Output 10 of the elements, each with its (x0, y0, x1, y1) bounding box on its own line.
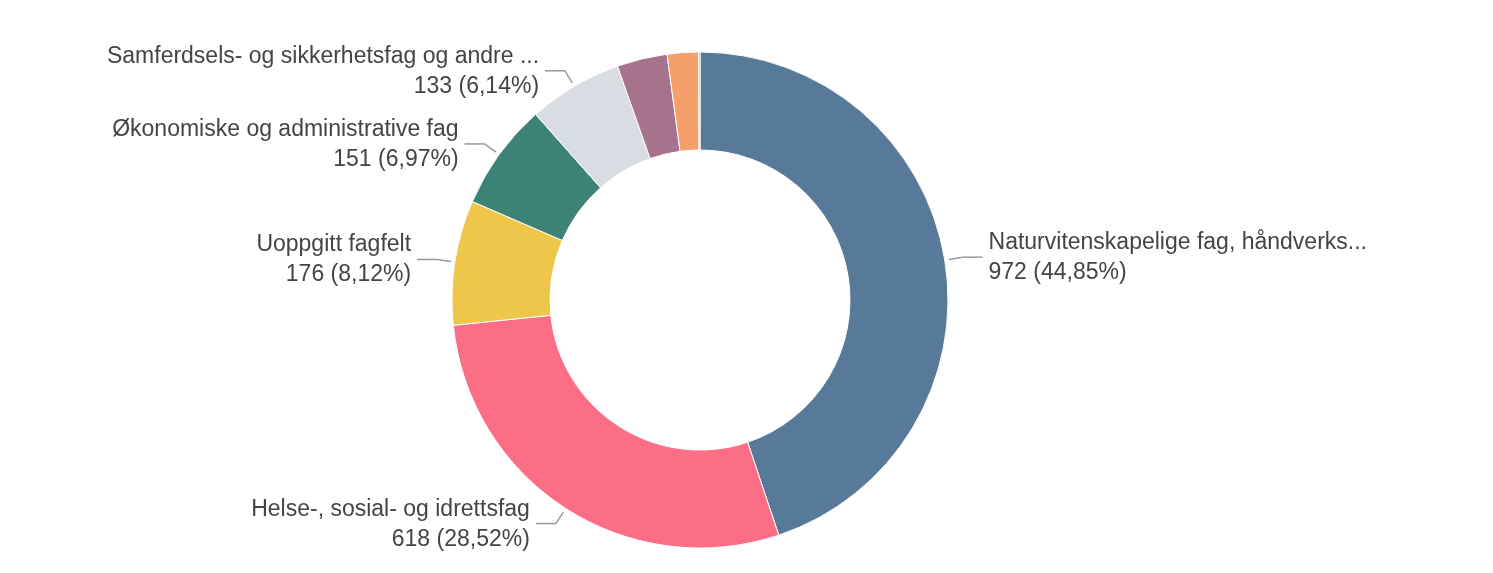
data-label: 151 (6,97%) (333, 144, 459, 171)
data-label: 618 (28,52%) (391, 524, 530, 551)
data-label: 176 (8,12%) (285, 260, 412, 287)
data-label: 133 (6,14%) (413, 71, 540, 98)
data-label: 972 (44,85%) (988, 258, 1127, 285)
slice-label: Uoppgitt fagfelt (256, 230, 412, 257)
slice-label: Naturvitenskapelige fag, håndverks... (988, 228, 1367, 255)
slice-label: Helse-, sosial- og idrettsfag (251, 494, 530, 521)
slice-label: Samferdsels- og sikkerhetsfag og andre ... (106, 41, 540, 68)
slice-label: Økonomiske og administrative fag (112, 114, 459, 141)
